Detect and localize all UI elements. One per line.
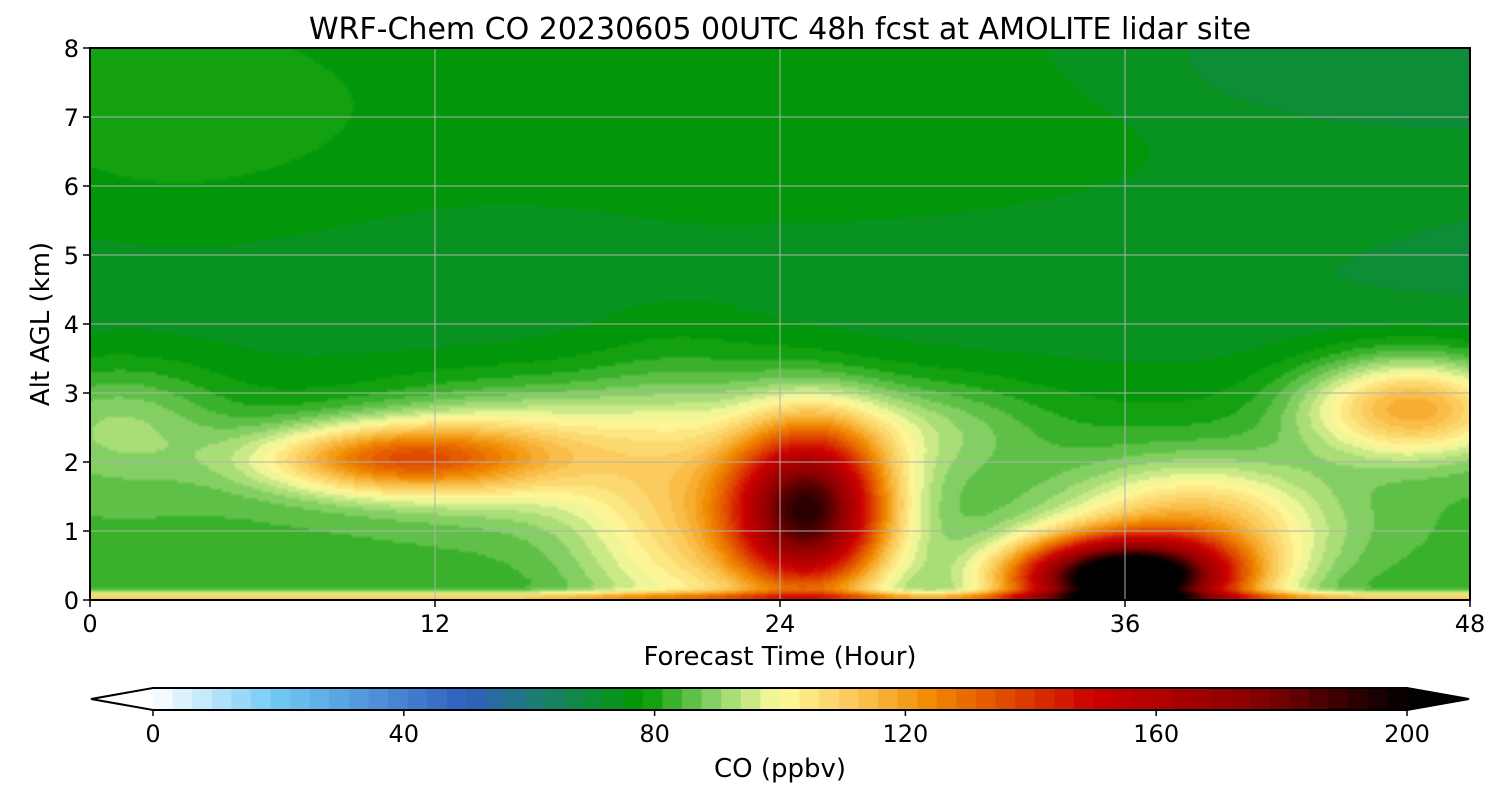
- colorbar-cell: [682, 688, 703, 710]
- colorbar-cell: [1113, 688, 1134, 710]
- colorbar-cell: [956, 688, 977, 710]
- colorbar-cell: [486, 688, 507, 710]
- colorbar-cell: [877, 688, 899, 710]
- colorbar-tick-label: 160: [1133, 720, 1179, 748]
- colorbar-cell: [525, 688, 546, 710]
- y-tick-label: 0: [64, 587, 79, 615]
- colorbar-cell: [819, 688, 840, 710]
- colorbar-cells: [153, 688, 1408, 710]
- y-tick-label: 8: [64, 35, 79, 63]
- colorbar-cell: [368, 688, 389, 710]
- colorbar-cell: [1269, 688, 1291, 710]
- colorbar-cell: [603, 688, 624, 710]
- colorbar-cell: [858, 688, 879, 710]
- colorbar-cell: [172, 688, 193, 710]
- colorbar-cell: [290, 688, 311, 710]
- colorbar-cell: [192, 688, 213, 710]
- x-axis-label: Forecast Time (Hour): [643, 642, 916, 672]
- colorbar-tick-label: 0: [145, 720, 160, 748]
- y-tick-label: 7: [64, 104, 79, 132]
- colorbar-cell: [623, 688, 644, 710]
- x-tick-label: 0: [82, 610, 97, 638]
- colorbar-cell: [1367, 688, 1389, 710]
- colorbar-cell: [446, 688, 468, 710]
- colorbar-cell: [1289, 688, 1310, 710]
- y-axis-label: Alt AGL (km): [26, 242, 56, 406]
- colorbar-cell: [701, 688, 722, 710]
- colorbar-cell: [231, 688, 252, 710]
- colorbar-cell: [1328, 688, 1349, 710]
- colorbar-cell: [1250, 688, 1271, 710]
- colorbar-cell: [1093, 688, 1114, 710]
- colorbar-cell: [838, 688, 859, 710]
- colorbar-cell: [1034, 688, 1055, 710]
- colorbar-cell: [270, 688, 291, 710]
- chart-title: WRF-Chem CO 20230605 00UTC 48h fcst at A…: [309, 12, 1251, 47]
- colorbar-cell: [388, 688, 409, 710]
- x-tick-label: 48: [1455, 610, 1486, 638]
- grid-lines: [90, 48, 1470, 600]
- y-axis: 0 1 2 3 4 5 6 7 8: [64, 35, 90, 615]
- colorbar-cell: [329, 688, 350, 710]
- colorbar-cell: [544, 688, 566, 710]
- colorbar-cell: [975, 688, 997, 710]
- colorbar-cell: [897, 688, 918, 710]
- colorbar-cell: [1191, 688, 1212, 710]
- colorbar-cell: [250, 688, 272, 710]
- colorbar-cell: [799, 688, 820, 710]
- colorbar-cell: [1348, 688, 1369, 710]
- colorbar-cell: [995, 688, 1016, 710]
- colorbar-cell: [1073, 688, 1095, 710]
- colorbar-cell: [564, 688, 585, 710]
- colorbar-cell: [936, 688, 957, 710]
- colorbar-cell: [721, 688, 742, 710]
- colorbar-tick-label: 200: [1384, 720, 1430, 748]
- colorbar-cell: [662, 688, 683, 710]
- y-tick-label: 3: [64, 380, 79, 408]
- y-tick-label: 4: [64, 311, 79, 339]
- colorbar-cell: [466, 688, 487, 710]
- colorbar-cell: [1015, 688, 1036, 710]
- colorbar-cell: [153, 688, 174, 710]
- colorbar-cell: [211, 688, 232, 710]
- colorbar-cell: [309, 688, 330, 710]
- colorbar-tick-label: 40: [389, 720, 420, 748]
- colorbar-cell: [427, 688, 448, 710]
- y-tick-label: 5: [64, 242, 79, 270]
- colorbar-cell: [584, 688, 605, 710]
- y-tick-label: 2: [64, 449, 79, 477]
- colorbar-cell: [1309, 688, 1330, 710]
- x-tick-label: 36: [1110, 610, 1141, 638]
- plot-area: [89, 47, 1471, 601]
- colorbar-cell: [760, 688, 781, 710]
- colorbar-cell: [407, 688, 428, 710]
- colorbar-tick-label: 120: [882, 720, 928, 748]
- colorbar-cell: [1132, 688, 1153, 710]
- colorbar-tick-label: 80: [639, 720, 670, 748]
- colorbar-cell: [1387, 688, 1408, 710]
- colorbar-cell: [1211, 688, 1232, 710]
- colorbar-cell: [505, 688, 526, 710]
- colorbar-cell: [780, 688, 801, 710]
- colorbar-cell: [1152, 688, 1173, 710]
- colorbar-cell: [740, 688, 762, 710]
- x-axis: 0 12 24 36 48: [82, 600, 1485, 638]
- colorbar-cell: [1230, 688, 1251, 710]
- x-tick-label: 24: [765, 610, 796, 638]
- colorbar-extend-high: [1407, 688, 1469, 710]
- y-tick-label: 6: [64, 173, 79, 201]
- colorbar-label: CO (ppbv): [714, 754, 846, 784]
- y-tick-label: 1: [64, 518, 79, 546]
- colorbar-cell: [917, 688, 938, 710]
- colorbar-extend-low: [91, 688, 153, 710]
- colorbar-cell: [1054, 688, 1075, 710]
- colorbar-ticks: 0 40 80 120 160 200: [145, 710, 1430, 748]
- colorbar-cell: [642, 688, 664, 710]
- colorbar-cell: [1171, 688, 1193, 710]
- x-tick-label: 12: [420, 610, 451, 638]
- colorbar-cell: [348, 688, 370, 710]
- colorbar: 0 40 80 120 160 200 CO (ppbv): [90, 687, 1470, 784]
